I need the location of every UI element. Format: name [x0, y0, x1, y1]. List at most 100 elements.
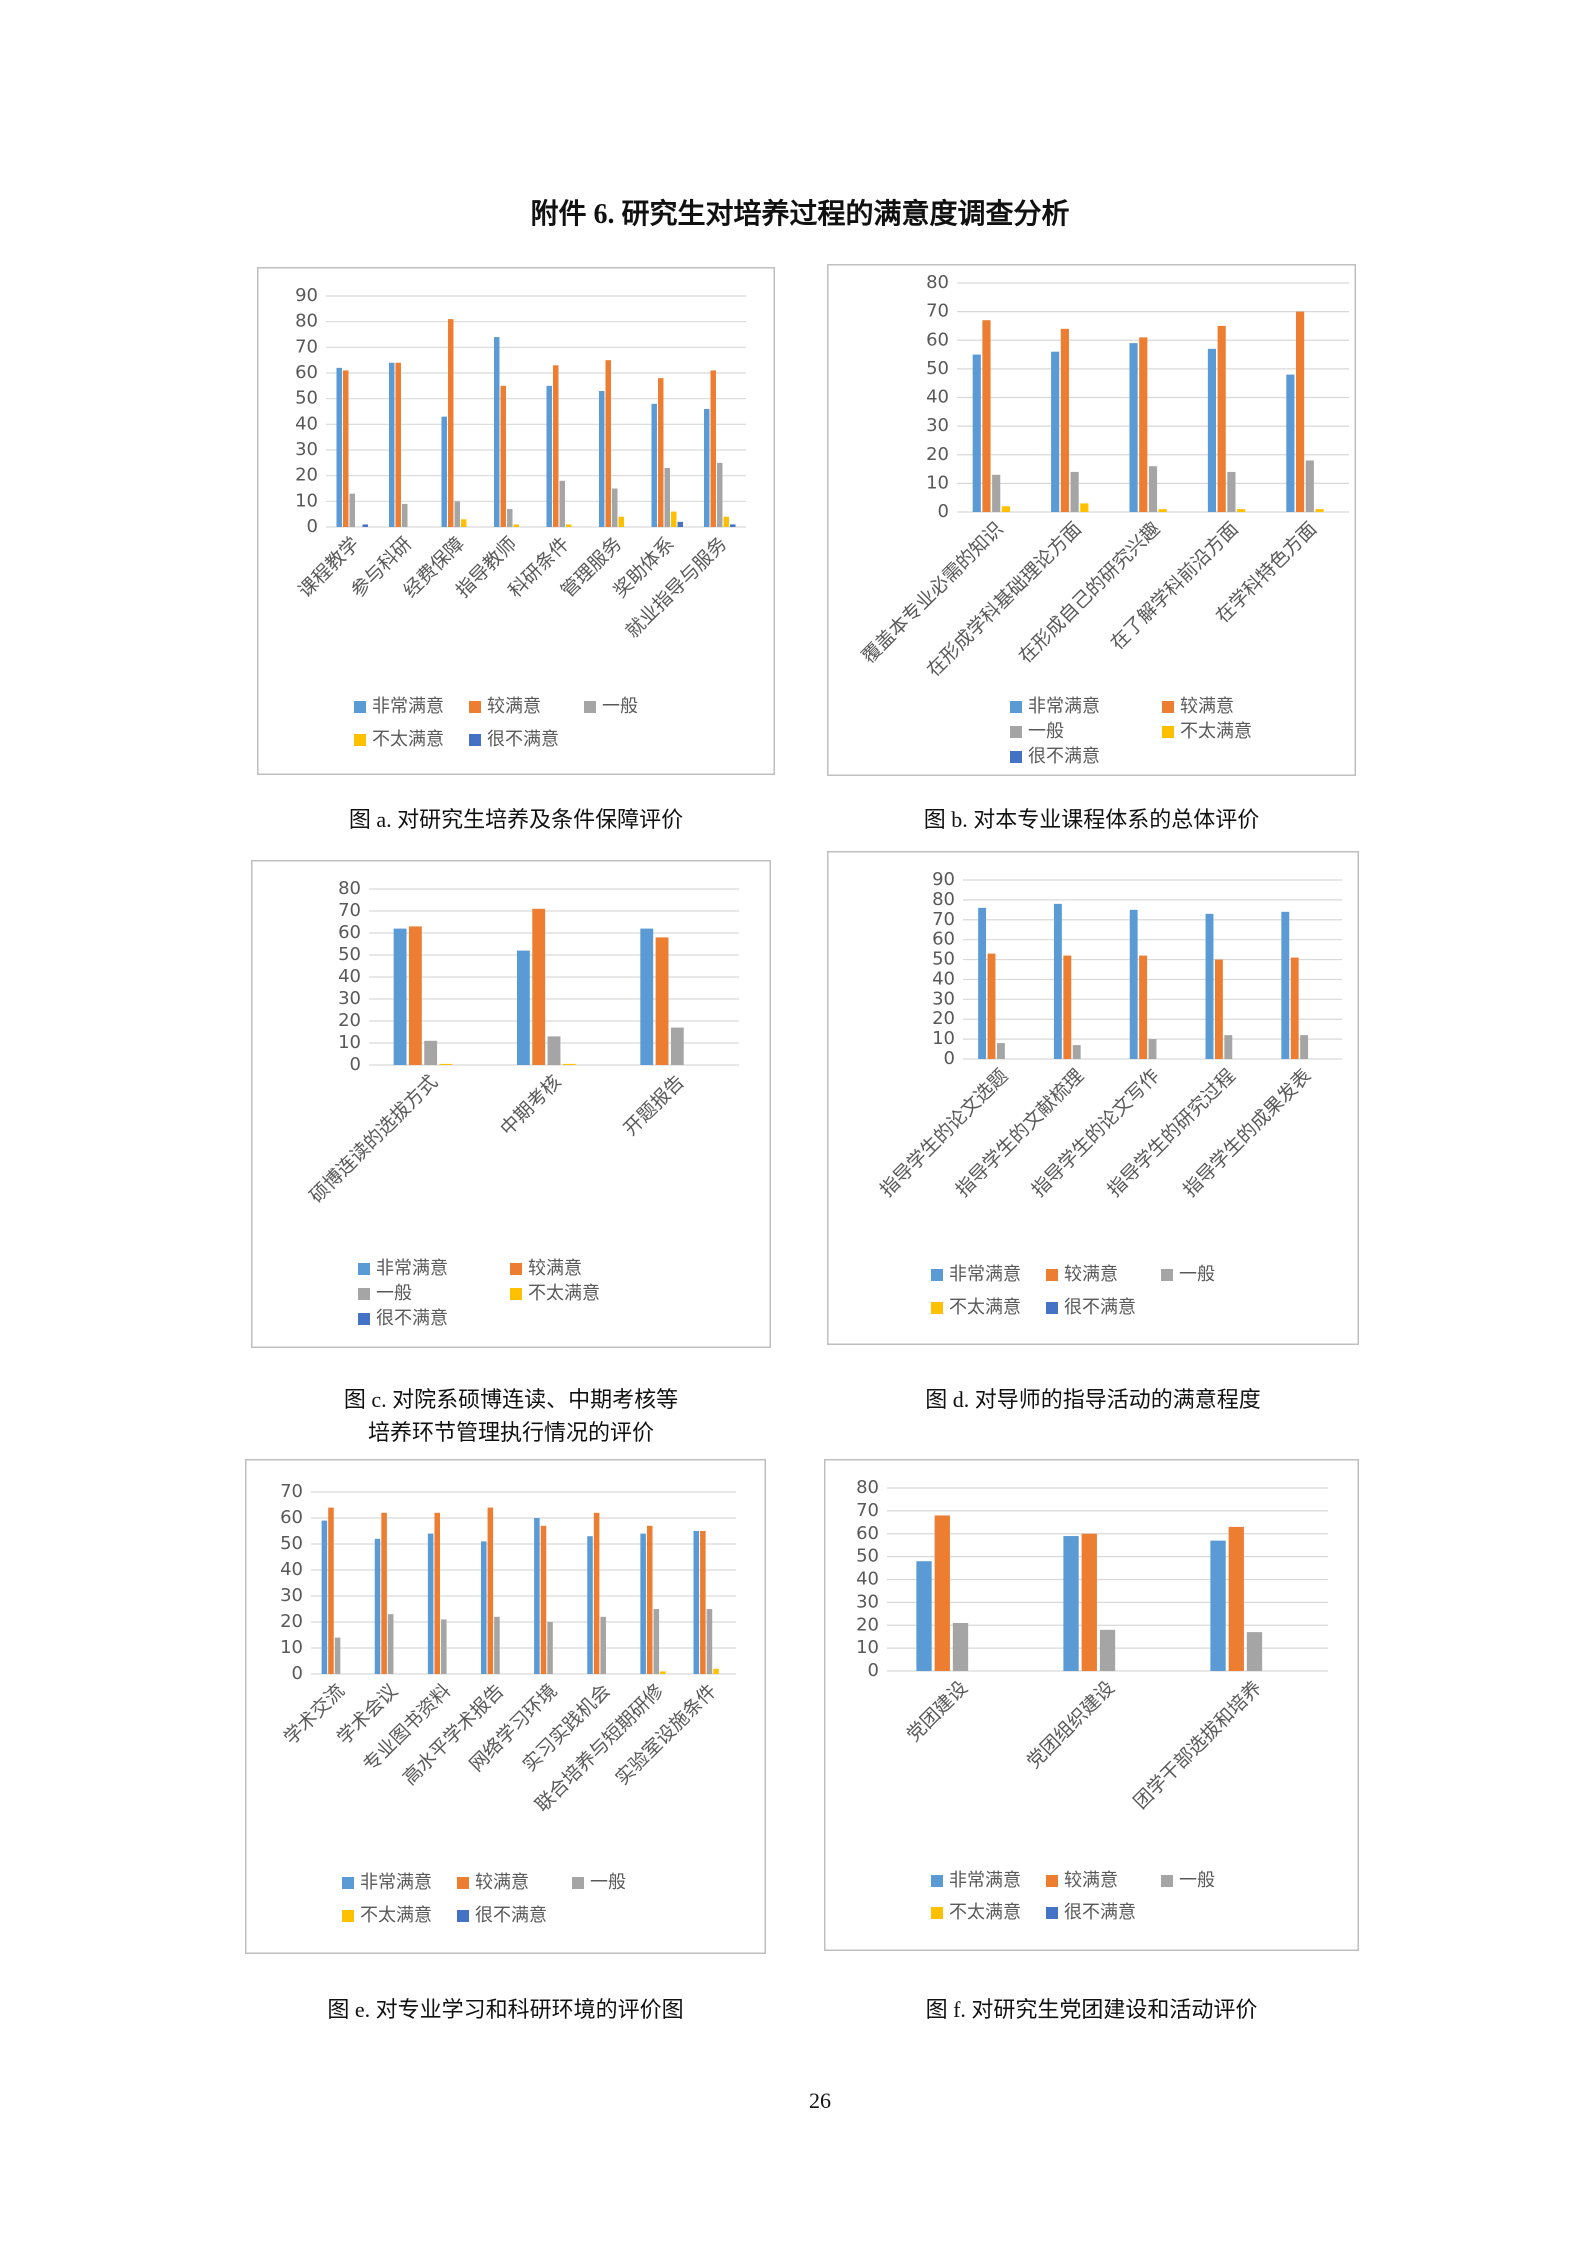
- bar: [1063, 1536, 1079, 1671]
- y-tick-label: 40: [856, 1569, 879, 1590]
- bar: [388, 362, 395, 527]
- legend-label: 一般: [1028, 721, 1064, 742]
- bar: [547, 1036, 561, 1065]
- legend-label: 不太满意: [372, 729, 444, 750]
- bar: [1129, 343, 1138, 512]
- legend-swatch: [510, 1263, 522, 1275]
- bar: [1148, 466, 1158, 512]
- y-tick-label: 80: [338, 878, 361, 899]
- y-tick-label: 20: [338, 1010, 361, 1031]
- y-tick-label: 0: [292, 1663, 303, 1684]
- bar: [1224, 1035, 1233, 1059]
- chart-caption: 图 d. 对导师的指导活动的满意程度: [827, 1383, 1359, 1416]
- caption-line: 图 b. 对本专业课程体系的总体评价: [923, 807, 1260, 832]
- bar: [717, 462, 723, 527]
- legend-swatch: [358, 1313, 370, 1325]
- bar: [562, 1063, 576, 1065]
- chart-border: [827, 264, 1356, 776]
- x-tick-label: 在形成学科基础理论方面: [923, 518, 1086, 681]
- y-tick-label: 50: [926, 358, 949, 379]
- y-tick-label: 70: [280, 1481, 303, 1502]
- y-tick-label: 80: [856, 1477, 879, 1498]
- legend-swatch: [1046, 1875, 1058, 1887]
- legend-swatch: [354, 701, 366, 713]
- legend-label: 一般: [1179, 1264, 1215, 1285]
- legend-label: 较满意: [1180, 696, 1234, 717]
- caption-line: 图 d. 对导师的指导活动的满意程度: [925, 1387, 1261, 1412]
- bar: [987, 953, 996, 1059]
- bar: [612, 488, 618, 527]
- y-tick-label: 40: [280, 1559, 303, 1580]
- bar-chart: 0 10 20 30 40 50 60 70 80 覆盖本专业必需的知识在形成学科基础理论方面在形…: [827, 264, 1356, 776]
- bar: [670, 1027, 684, 1065]
- bar: [493, 337, 500, 527]
- bar: [434, 1512, 440, 1674]
- bar: [1214, 959, 1223, 1059]
- legend-swatch: [572, 1877, 584, 1889]
- y-tick-label: 50: [338, 944, 361, 965]
- bar: [1063, 955, 1072, 1059]
- y-tick-label: 10: [295, 490, 318, 511]
- legend-swatch: [1161, 1875, 1173, 1887]
- y-tick-label: 60: [338, 922, 361, 943]
- legend-swatch: [931, 1269, 943, 1281]
- y-tick-label: 70: [926, 301, 949, 322]
- bar: [439, 1063, 453, 1065]
- bar: [546, 385, 552, 527]
- bar: [1051, 351, 1060, 512]
- bar: [1080, 503, 1089, 512]
- legend-swatch: [931, 1907, 943, 1919]
- y-tick-label: 20: [295, 465, 318, 486]
- bar: [393, 928, 407, 1065]
- y-tick-label: 70: [295, 336, 318, 357]
- bar-chart: 010203040506070学术交流学术会议专业图书资料高水平学术报告网络学习…: [245, 1459, 766, 1954]
- x-tick-label: 指导学生的文献梳理: [952, 1065, 1088, 1201]
- legend-label: 不太满意: [528, 1283, 600, 1304]
- x-tick-label: 党团建设: [903, 1677, 972, 1746]
- legend-swatch: [1046, 1269, 1058, 1281]
- bar: [658, 378, 664, 527]
- caption-line: 图 e. 对专业学习和科研环境的评价图: [327, 1997, 684, 2022]
- y-tick-label: 90: [295, 285, 318, 306]
- chart-caption: 图 f. 对研究生党团建设和活动评价: [824, 1993, 1359, 2026]
- legend-swatch: [931, 1302, 943, 1314]
- bar: [703, 408, 710, 527]
- y-tick-label: 80: [295, 311, 318, 332]
- x-tick-label: 指导学生的论文选题: [876, 1065, 1012, 1201]
- y-tick-label: 50: [932, 949, 955, 970]
- bar-chart: 0102030405060708090课程教学参与科研经费保障指导教师科研条件管…: [257, 267, 775, 775]
- bar: [494, 1616, 500, 1674]
- bar: [706, 1609, 713, 1674]
- bar: [1300, 1035, 1309, 1059]
- bar: [381, 1512, 387, 1674]
- bar: [1081, 1533, 1097, 1671]
- bar: [640, 1533, 646, 1674]
- y-tick-label: 60: [280, 1507, 303, 1528]
- y-tick-label: 50: [856, 1546, 879, 1567]
- bar: [1295, 311, 1305, 512]
- bar: [343, 370, 349, 527]
- bar: [547, 1622, 553, 1674]
- y-tick-label: 40: [338, 966, 361, 987]
- bar: [713, 1668, 719, 1674]
- y-tick-label: 0: [944, 1048, 955, 1069]
- chart-caption: 图 a. 对研究生培养及条件保障评价: [257, 803, 775, 836]
- y-tick-label: 0: [938, 501, 949, 522]
- legend-swatch: [1162, 726, 1174, 738]
- legend-swatch: [457, 1910, 469, 1922]
- bar: [996, 1043, 1005, 1059]
- bar: [1070, 471, 1079, 512]
- bar: [362, 524, 369, 527]
- legend-label: 不太满意: [949, 1902, 1021, 1923]
- legend-label: 很不满意: [1064, 1297, 1136, 1318]
- y-tick-label: 40: [932, 968, 955, 989]
- bar: [660, 1671, 666, 1674]
- y-tick-label: 30: [295, 439, 318, 460]
- bar: [600, 1616, 606, 1674]
- bar: [1227, 471, 1236, 512]
- y-tick-label: 20: [280, 1611, 303, 1632]
- legend-label: 很不满意: [487, 729, 559, 750]
- bar: [653, 1609, 660, 1674]
- legend-label: 很不满意: [1064, 1902, 1136, 1923]
